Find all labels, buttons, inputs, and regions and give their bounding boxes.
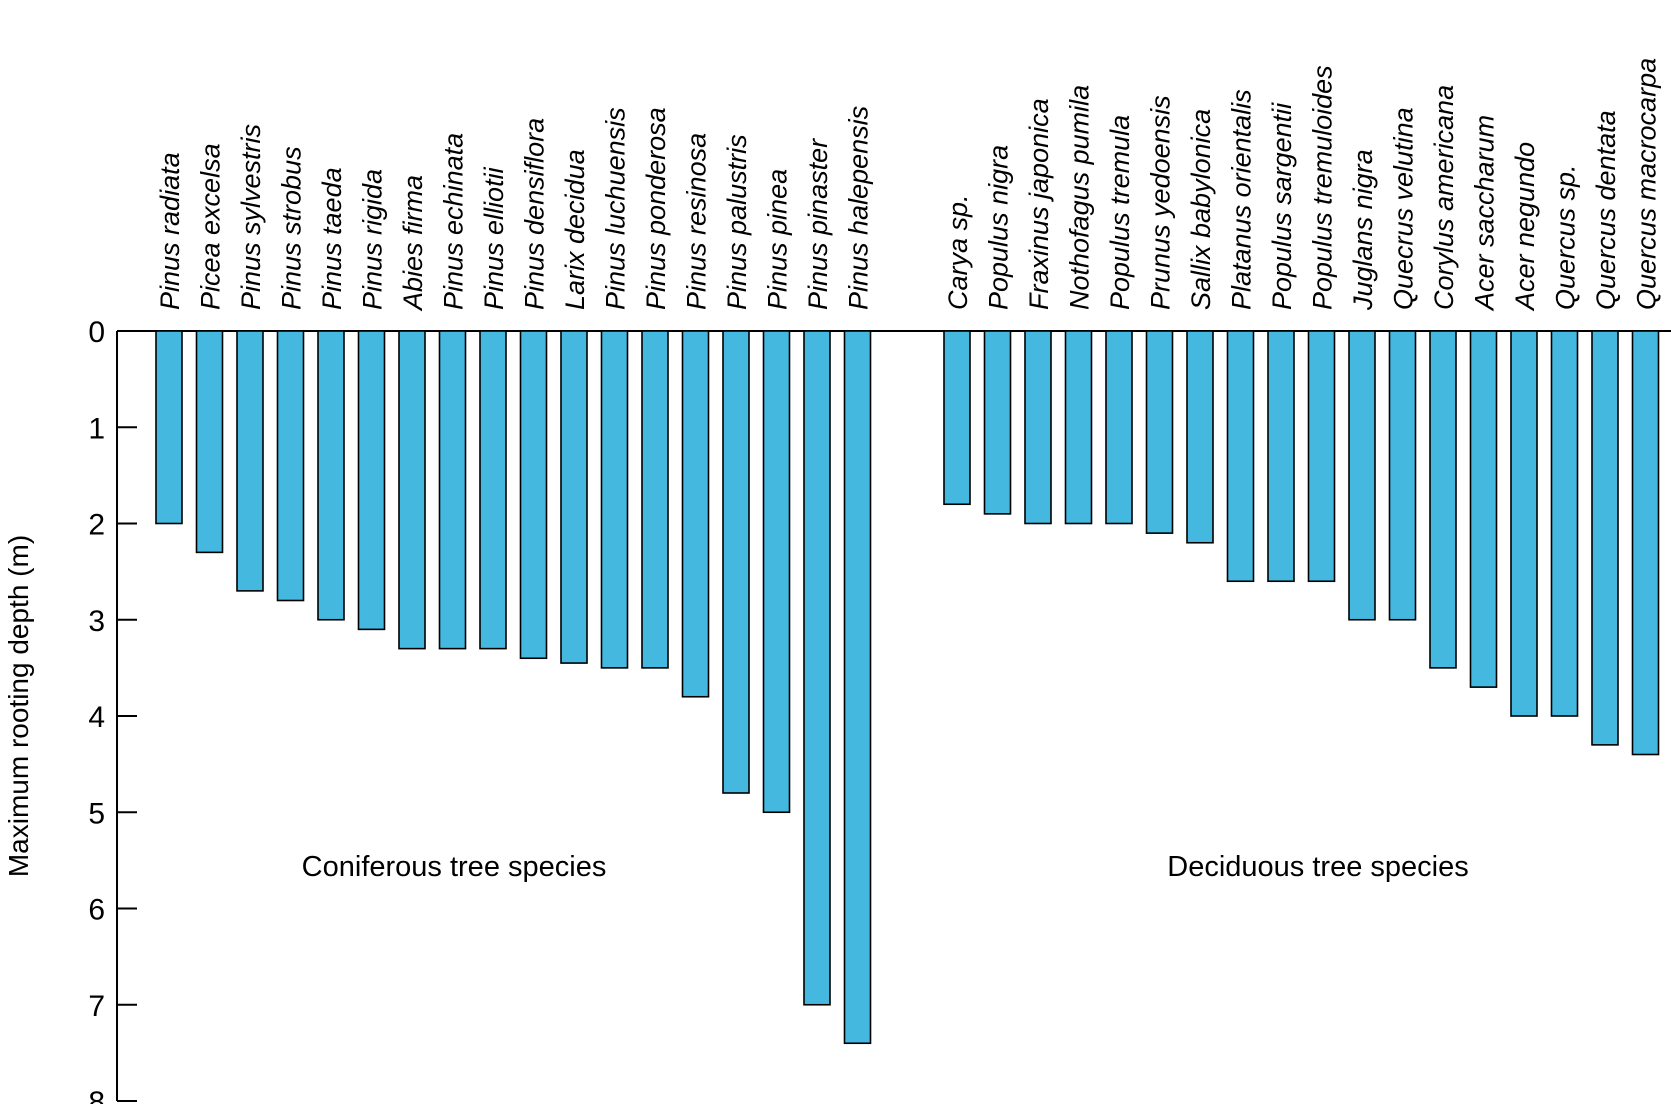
bar-acer-saccharum: [1469, 330, 1498, 688]
species-label: Acer saccharum: [1470, 115, 1500, 312]
species-label: Sallix babylonica: [1186, 109, 1216, 310]
species-label: Pinus rigida: [358, 169, 388, 310]
species-label: Pinus luchuensis: [601, 107, 631, 310]
y-tick-label: 2: [88, 509, 105, 542]
y-tick-label: 7: [88, 990, 105, 1023]
y-tick-label: 5: [88, 797, 105, 830]
bar-carya-sp: [943, 330, 971, 506]
y-tick-label: 6: [88, 894, 105, 927]
species-label: Nothofagus pumila: [1065, 85, 1095, 310]
species-label: Quercus sp.: [1551, 164, 1581, 310]
species-label: Abies firma: [398, 175, 428, 312]
bar-corylus-americana: [1429, 330, 1457, 669]
bar-quercus-sp: [1550, 330, 1579, 717]
y-tick-label: 4: [88, 701, 105, 734]
species-label: Larix decidua: [560, 149, 590, 310]
y-tick-label: 3: [88, 605, 105, 638]
bar-populus-tremuloides: [1307, 330, 1336, 583]
species-label: Pinus halepensis: [844, 106, 874, 310]
species-label: Corylus americana: [1429, 85, 1459, 310]
species-label: Juglans nigra: [1348, 149, 1378, 311]
species-label: Carya sp.: [943, 194, 973, 310]
bar-pinus-pinaster: [803, 330, 831, 1006]
bar-pinus-palustris: [722, 330, 750, 794]
bar-larix-decidua: [560, 330, 588, 664]
species-label: Pinus strobus: [277, 146, 307, 310]
species-label: Pinus palustris: [722, 134, 752, 310]
bar-pinus-densiflora: [519, 330, 548, 660]
species-label: Picea excelsa: [196, 143, 226, 310]
bar-platanus-orientalis: [1226, 330, 1255, 583]
species-label: Fraxinus japonica: [1024, 98, 1054, 310]
species-label: Pinus sylvestris: [236, 124, 266, 310]
species-label: Populus nigra: [984, 145, 1014, 310]
species-label: Platanus orientalis: [1227, 89, 1257, 310]
y-tick-label: 1: [88, 412, 105, 445]
bar-pinus-halepensis: [843, 330, 872, 1045]
bar-pinus-sylvestris: [236, 330, 264, 592]
bar-populus-tremula: [1105, 330, 1133, 525]
bar-populus-nigra: [983, 330, 1012, 515]
species-label: Pinus radiata: [155, 152, 185, 310]
deciduous-group-label: Deciduous tree species: [1167, 851, 1468, 883]
bar-acer-negundo: [1510, 330, 1538, 717]
bar-quecrus-velutina: [1388, 330, 1417, 621]
species-label: Prunus yedoensis: [1146, 95, 1176, 310]
bar-pinus-echinata: [438, 330, 467, 650]
species-label: Quercus macrocarpa: [1632, 58, 1662, 310]
bar-nothofagus-pumila: [1064, 330, 1093, 525]
bar-pinus-luchuensis: [600, 330, 629, 669]
bar-pinus-pinea: [762, 330, 791, 814]
bar-pinus-strobus: [276, 330, 305, 602]
species-label: Populus tremula: [1105, 115, 1135, 310]
species-label: Quercus dentata: [1591, 110, 1621, 310]
bar-fraxinus-japonica: [1024, 330, 1052, 525]
bar-pinus-radiata: [155, 330, 183, 525]
bar-sallix-babylonica: [1186, 330, 1214, 544]
bar-picea-excelsa: [195, 330, 224, 554]
group-labels: Coniferous tree species Deciduous tree sp…: [302, 851, 1469, 883]
species-label: Pinus pinea: [763, 169, 793, 310]
bar-populus-sargentii: [1267, 330, 1295, 583]
species-label: Pinus taeda: [317, 167, 347, 310]
bar-pinus-taeda: [317, 330, 345, 621]
species-labels: Pinus radiata Picea excelsa Pinus sylvestr…: [155, 58, 1662, 312]
species-label: Populus tremuloides: [1308, 65, 1338, 310]
species-label: Quecrus velutina: [1389, 107, 1419, 310]
y-axis-title: Maximum rooting depth (m): [3, 535, 34, 877]
bar-quercus-dentata: [1591, 330, 1619, 746]
species-label: Pinus ponderosa: [641, 107, 671, 310]
bar-abies-firma: [398, 330, 426, 650]
bar-juglans-nigra: [1348, 330, 1376, 621]
bar-prunus-yedoensis: [1145, 330, 1174, 534]
species-label: Pinus resinosa: [682, 133, 712, 310]
coniferous-group-label: Coniferous tree species: [302, 851, 607, 883]
y-tick-label: 8: [88, 1086, 105, 1104]
bar-pinus-rigida: [357, 330, 386, 631]
bars: [155, 330, 1660, 1045]
y-tick-label: 0: [88, 316, 105, 349]
species-label: Populus sargentii: [1267, 102, 1297, 310]
species-label: Acer negundo: [1510, 142, 1540, 312]
species-label: Pinus elliotii: [479, 166, 509, 310]
bar-pinus-resinosa: [681, 330, 710, 698]
bar-pinus-ponderosa: [641, 330, 669, 669]
bar-pinus-elliotii: [479, 330, 507, 650]
species-label: Pinus pinaster: [803, 138, 833, 310]
bar-quercus-macrocarpa: [1631, 330, 1660, 756]
species-label: Pinus echinata: [439, 133, 469, 310]
species-label: Pinus densiflora: [520, 118, 550, 310]
